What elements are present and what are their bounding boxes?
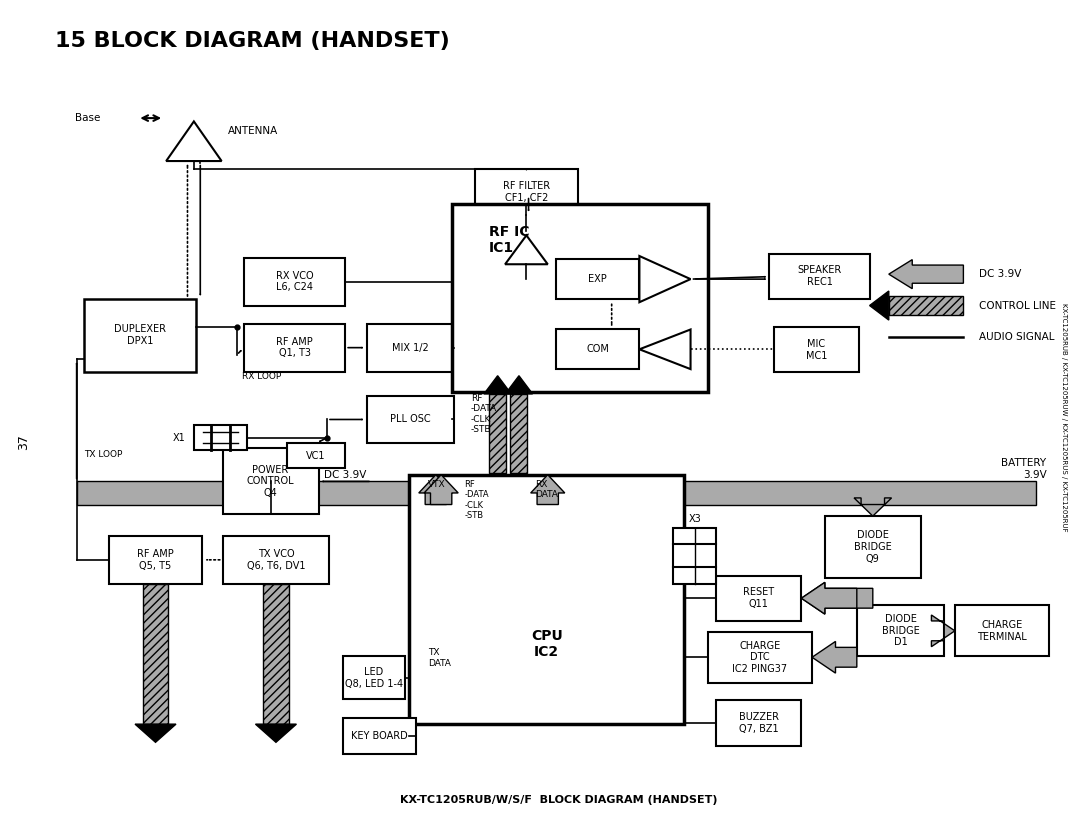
- FancyBboxPatch shape: [825, 516, 921, 578]
- FancyBboxPatch shape: [889, 296, 963, 314]
- Text: DUPLEXER
DPX1: DUPLEXER DPX1: [114, 324, 166, 346]
- FancyArrow shape: [854, 498, 892, 516]
- Text: AUDIO SIGNAL: AUDIO SIGNAL: [980, 332, 1055, 342]
- Text: RX
DATA: RX DATA: [535, 480, 557, 500]
- Text: RF
-DATA
-CLK
-STB: RF -DATA -CLK -STB: [471, 394, 497, 434]
- Text: DIODE
BRIDGE
Q9: DIODE BRIDGE Q9: [854, 530, 892, 564]
- FancyArrow shape: [424, 475, 458, 505]
- FancyBboxPatch shape: [77, 481, 1036, 505]
- Text: SPEAKER
REC1: SPEAKER REC1: [797, 265, 841, 287]
- FancyBboxPatch shape: [475, 169, 578, 214]
- FancyBboxPatch shape: [773, 327, 859, 373]
- FancyBboxPatch shape: [955, 605, 1049, 656]
- Text: CHARGE
TERMINAL: CHARGE TERMINAL: [977, 620, 1027, 641]
- FancyBboxPatch shape: [264, 584, 288, 724]
- Text: PLL OSC: PLL OSC: [390, 414, 431, 425]
- FancyArrow shape: [530, 475, 565, 505]
- FancyBboxPatch shape: [143, 584, 168, 724]
- FancyBboxPatch shape: [409, 475, 684, 724]
- FancyBboxPatch shape: [511, 394, 527, 473]
- Text: RF AMP
Q1, T3: RF AMP Q1, T3: [276, 337, 313, 359]
- Polygon shape: [256, 724, 296, 742]
- Text: MIX 1/2: MIX 1/2: [392, 343, 429, 353]
- FancyBboxPatch shape: [716, 701, 801, 746]
- Text: LED
Q8, LED 1-4: LED Q8, LED 1-4: [345, 667, 403, 689]
- Text: RF IC
IC1: RF IC IC1: [489, 224, 529, 255]
- Text: EXP: EXP: [589, 274, 607, 284]
- Text: TX VCO
Q6, T6, DV1: TX VCO Q6, T6, DV1: [246, 549, 306, 570]
- FancyBboxPatch shape: [244, 258, 346, 305]
- FancyBboxPatch shape: [222, 536, 329, 584]
- Text: KEY BOARD: KEY BOARD: [351, 731, 408, 741]
- FancyBboxPatch shape: [707, 631, 812, 683]
- Polygon shape: [484, 375, 511, 394]
- Text: COM: COM: [586, 344, 609, 354]
- Text: VTX: VTX: [429, 480, 446, 489]
- FancyBboxPatch shape: [674, 528, 716, 584]
- FancyBboxPatch shape: [222, 449, 319, 515]
- FancyArrow shape: [931, 615, 955, 646]
- FancyArrow shape: [801, 582, 873, 614]
- FancyBboxPatch shape: [451, 204, 707, 392]
- Polygon shape: [869, 291, 889, 320]
- FancyBboxPatch shape: [556, 329, 639, 369]
- Text: X3: X3: [688, 514, 701, 524]
- Text: BUZZER
Q7, BZ1: BUZZER Q7, BZ1: [739, 712, 779, 734]
- Text: Base: Base: [75, 113, 100, 123]
- FancyBboxPatch shape: [109, 536, 202, 584]
- FancyBboxPatch shape: [343, 656, 405, 700]
- Text: VC1: VC1: [306, 451, 326, 461]
- Text: BATTERY
3.9V: BATTERY 3.9V: [1001, 458, 1047, 480]
- FancyBboxPatch shape: [856, 605, 944, 656]
- FancyBboxPatch shape: [286, 444, 346, 468]
- Text: TX LOOP: TX LOOP: [84, 450, 122, 459]
- Text: X1: X1: [173, 433, 186, 443]
- FancyBboxPatch shape: [769, 254, 869, 299]
- Text: TX
DATA: TX DATA: [429, 648, 451, 667]
- FancyArrow shape: [889, 259, 963, 289]
- FancyArrow shape: [419, 475, 453, 505]
- Text: RX VCO
L6, C24: RX VCO L6, C24: [275, 271, 313, 293]
- FancyBboxPatch shape: [343, 717, 416, 754]
- Text: DIODE
BRIDGE
D1: DIODE BRIDGE D1: [881, 615, 919, 647]
- Text: CONTROL LINE: CONTROL LINE: [980, 300, 1056, 310]
- FancyBboxPatch shape: [556, 259, 639, 299]
- FancyArrow shape: [801, 582, 856, 614]
- FancyArrow shape: [812, 641, 856, 673]
- FancyBboxPatch shape: [366, 395, 454, 444]
- Text: RX LOOP: RX LOOP: [242, 372, 281, 380]
- Text: DC 3.9V: DC 3.9V: [324, 470, 366, 480]
- Polygon shape: [505, 375, 532, 394]
- Text: MIC
MC1: MIC MC1: [806, 339, 827, 360]
- FancyBboxPatch shape: [194, 425, 247, 450]
- Text: ANTENNA: ANTENNA: [228, 126, 279, 136]
- FancyBboxPatch shape: [244, 324, 346, 372]
- Text: RF
-DATA
-CLK
-STB: RF -DATA -CLK -STB: [464, 480, 489, 520]
- FancyBboxPatch shape: [84, 299, 195, 372]
- Text: POWER
CONTROL
Q4: POWER CONTROL Q4: [247, 465, 295, 498]
- Text: RESET
Q11: RESET Q11: [743, 587, 774, 609]
- Text: 37: 37: [17, 434, 30, 450]
- FancyBboxPatch shape: [489, 394, 507, 473]
- Text: RF AMP
Q5, T5: RF AMP Q5, T5: [137, 549, 174, 570]
- Text: 15 BLOCK DIAGRAM (HANDSET): 15 BLOCK DIAGRAM (HANDSET): [55, 31, 450, 51]
- Polygon shape: [135, 724, 176, 742]
- FancyBboxPatch shape: [366, 324, 454, 372]
- Text: CHARGE
DTC
IC2 PING37: CHARGE DTC IC2 PING37: [732, 641, 787, 674]
- Text: DC 3.9V: DC 3.9V: [980, 269, 1022, 279]
- Text: KX-TC1205RUB / KX-TC1205RUW / KX-TC1205RUS / KX-TC1205RUF: KX-TC1205RUB / KX-TC1205RUW / KX-TC1205R…: [1061, 303, 1067, 531]
- FancyBboxPatch shape: [716, 575, 801, 621]
- Text: CPU
IC2: CPU IC2: [530, 630, 563, 660]
- Text: RF FILTER
CF1, CF2: RF FILTER CF1, CF2: [503, 181, 550, 203]
- Text: KX-TC1205RUB/W/S/F  BLOCK DIAGRAM (HANDSET): KX-TC1205RUB/W/S/F BLOCK DIAGRAM (HANDSE…: [400, 795, 717, 805]
